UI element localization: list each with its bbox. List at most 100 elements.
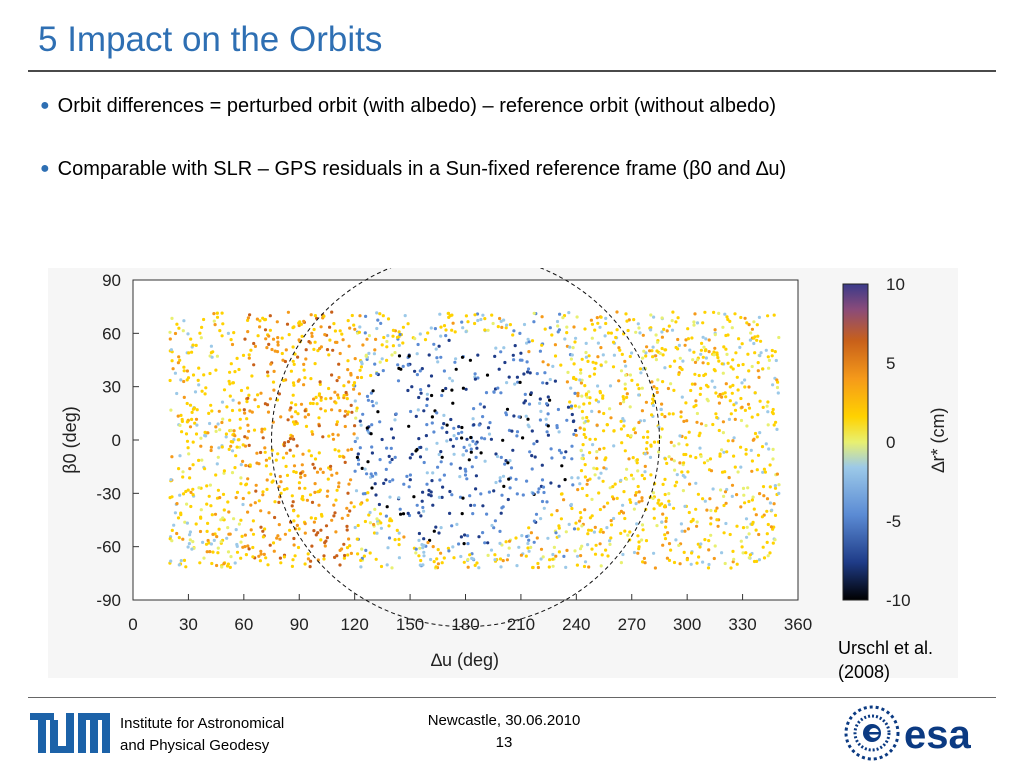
- scatter-point: [559, 451, 563, 455]
- scatter-point: [359, 375, 364, 380]
- scatter-point: [601, 394, 605, 398]
- scatter-point: [373, 471, 378, 475]
- scatter-point: [518, 358, 522, 362]
- scatter-point: [626, 328, 630, 333]
- scatter-point: [569, 386, 573, 390]
- scatter-point: [358, 419, 362, 423]
- scatter-point: [181, 329, 185, 333]
- scatter-point: [430, 479, 434, 483]
- scatter-point: [466, 565, 470, 569]
- scatter-point: [429, 490, 433, 494]
- scatter-point: [185, 420, 189, 424]
- scatter-point: [752, 320, 756, 324]
- scatter-point: [646, 435, 650, 439]
- scatter-point: [432, 560, 436, 564]
- scatter-point: [331, 348, 335, 352]
- scatter-point: [460, 436, 464, 440]
- scatter-point: [222, 562, 226, 566]
- scatter-point: [177, 563, 181, 567]
- scatter-point: [514, 477, 518, 481]
- scatter-point: [677, 372, 681, 376]
- scatter-point: [767, 358, 772, 362]
- scatter-point: [734, 401, 738, 405]
- scatter-point: [349, 373, 353, 377]
- scatter-point: [352, 323, 356, 327]
- scatter-point: [750, 469, 754, 473]
- scatter-point: [481, 531, 485, 535]
- scatter-point: [418, 455, 423, 459]
- scatter-point: [527, 538, 531, 542]
- scatter-point: [445, 423, 449, 427]
- scatter-point: [299, 471, 303, 475]
- scatter-point: [457, 542, 461, 546]
- scatter-point: [660, 316, 664, 320]
- scatter-point: [264, 458, 268, 462]
- scatter-point: [591, 360, 595, 364]
- scatter-point: [422, 537, 426, 541]
- scatter-point: [194, 522, 198, 526]
- scatter-point: [262, 552, 266, 556]
- scatter-point: [680, 395, 684, 399]
- scatter-point: [761, 470, 765, 474]
- scatter-point: [717, 401, 722, 405]
- scatter-point: [726, 361, 730, 365]
- scatter-point: [526, 546, 530, 550]
- scatter-point: [693, 372, 697, 376]
- scatter-point: [574, 428, 578, 433]
- scatter-point: [576, 527, 580, 531]
- scatter-point: [724, 521, 728, 526]
- scatter-point: [325, 536, 329, 540]
- scatter-point: [442, 413, 446, 417]
- scatter-point: [353, 469, 357, 473]
- scatter-point: [184, 565, 188, 569]
- scatter-point: [265, 346, 269, 350]
- scatter-point: [353, 439, 357, 444]
- scatter-point: [489, 437, 493, 441]
- scatter-point: [663, 477, 667, 481]
- scatter-point: [332, 514, 336, 518]
- scatter-point: [169, 408, 173, 412]
- scatter-point: [269, 472, 273, 476]
- scatter-point: [465, 437, 469, 441]
- scatter-point: [419, 514, 423, 518]
- scatter-point: [726, 317, 730, 322]
- scatter-point: [440, 393, 444, 398]
- scatter-point: [395, 528, 399, 532]
- scatter-point: [390, 457, 394, 462]
- scatter-point: [335, 488, 339, 492]
- scatter-point: [396, 363, 400, 367]
- scatter-point: [281, 456, 285, 460]
- scatter-point: [274, 458, 278, 462]
- scatter-point: [191, 540, 195, 544]
- scatter-point: [716, 524, 720, 528]
- scatter-point: [673, 468, 677, 472]
- scatter-point: [674, 538, 678, 542]
- scatter-point: [413, 369, 417, 373]
- scatter-point: [356, 523, 360, 528]
- scatter-point: [473, 321, 477, 326]
- scatter-point: [489, 548, 494, 552]
- scatter-point: [604, 316, 608, 320]
- scatter-point: [410, 452, 414, 456]
- scatter-point: [258, 559, 262, 563]
- scatter-point: [766, 554, 770, 558]
- scatter-point: [471, 512, 475, 516]
- scatter-point: [306, 413, 311, 417]
- scatter-point: [415, 373, 419, 377]
- scatter-point: [512, 329, 516, 333]
- scatter-point: [752, 507, 756, 511]
- scatter-point: [337, 375, 341, 380]
- scatter-point: [378, 420, 382, 424]
- scatter-point: [572, 325, 576, 329]
- scatter-point: [459, 535, 463, 539]
- scatter-point: [750, 498, 755, 502]
- scatter-point: [338, 563, 342, 567]
- scatter-point: [529, 531, 533, 535]
- scatter-point: [349, 403, 353, 407]
- scatter-point: [406, 322, 410, 326]
- scatter-point: [315, 470, 320, 474]
- scatter-point: [249, 528, 253, 532]
- y-tick-label: -30: [96, 484, 121, 503]
- scatter-point: [247, 443, 251, 447]
